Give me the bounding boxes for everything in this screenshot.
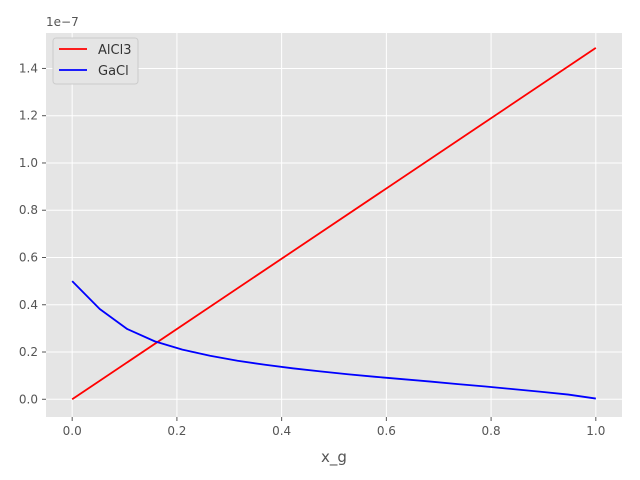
series-lines (71, 47, 597, 401)
x-tick-label: 0.6 (377, 424, 396, 438)
y-tick-label: 1.0 (19, 156, 38, 170)
x-tick-label: 1.0 (586, 424, 605, 438)
x-tick-label: 0.8 (482, 424, 501, 438)
legend-label-alcl3: AlCl3 (98, 43, 131, 58)
y-tick-label: 0.2 (19, 345, 38, 359)
series-line-gacl (71, 280, 596, 400)
x-axis-label: x_g (321, 448, 347, 467)
y-axis-ticks: 0.0 0.2 0.4 0.6 0.8 1.0 1.2 1.4 (19, 61, 46, 406)
y-tick-label: 0.4 (19, 298, 38, 312)
legend: AlCl3 GaCl (52, 37, 139, 85)
legend-label-gacl: GaCl (98, 64, 129, 79)
y-tick-label: 0.0 (19, 392, 38, 406)
series-line-alcl3 (71, 47, 597, 401)
x-tick-label: 0.0 (63, 424, 82, 438)
x-tick-label: 0.2 (167, 424, 186, 438)
x-tick-label: 0.4 (272, 424, 291, 438)
y-tick-label: 0.6 (19, 250, 38, 264)
y-tick-label: 1.4 (19, 61, 38, 75)
y-tick-label: 1.2 (19, 109, 38, 123)
y-scale-label: 1e−7 (46, 15, 79, 29)
x-axis-ticks: 0.0 0.2 0.4 0.6 0.8 1.0 (63, 417, 605, 438)
y-tick-label: 0.8 (19, 203, 38, 217)
